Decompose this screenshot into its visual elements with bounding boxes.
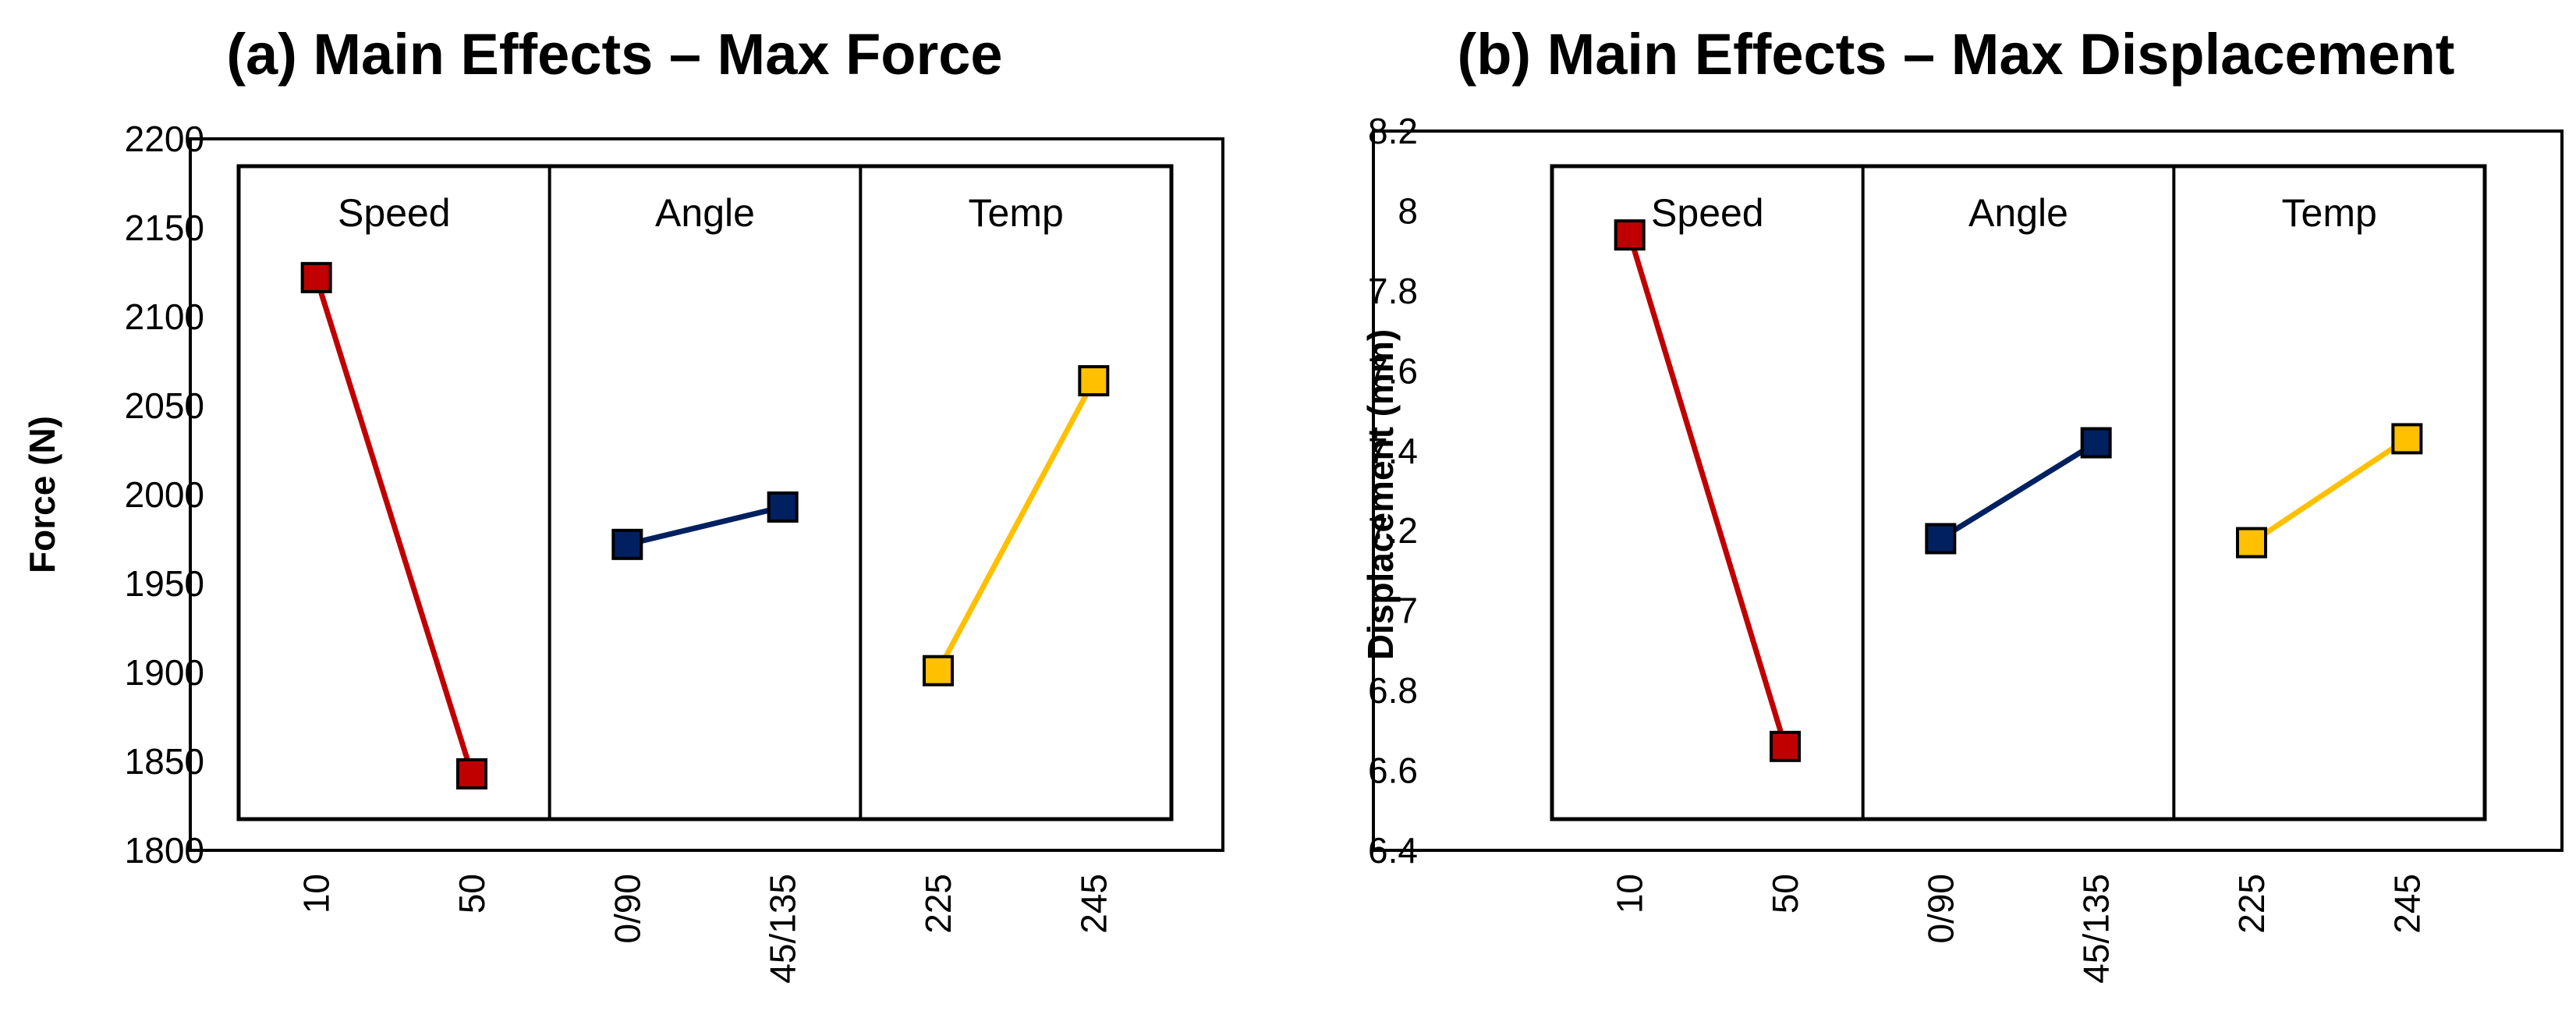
series-line-angle [1939, 440, 2098, 541]
y-axis-title: Force (N) [22, 416, 62, 573]
chart-max-displacement: (b) Main Effects – Max Displacement Displ… [1360, 22, 2564, 984]
y-tick-label: 1950 [125, 563, 204, 604]
x-tick-label: 50 [1765, 874, 1805, 914]
y-tick-label: 7.2 [1368, 510, 1418, 551]
data-point-angle-45-135 [2080, 427, 2112, 459]
y-tick-label: 6.8 [1368, 670, 1418, 711]
data-point-speed-50 [456, 757, 487, 789]
data-point-angle-45-135 [767, 491, 799, 523]
data-point-temp-245 [1078, 365, 1110, 397]
data-point-angle-0-90 [1925, 523, 1957, 555]
data-point-temp-225 [2236, 527, 2267, 559]
x-tick-label: 0/90 [607, 874, 647, 944]
y-tick-label: 2150 [125, 208, 204, 248]
y-tick-label: 2000 [125, 474, 204, 515]
y-tick-label: 7 [1398, 591, 1418, 631]
y-tick-label: 7.4 [1368, 431, 1418, 471]
x-tick-label: 10 [1610, 874, 1650, 914]
y-tick-label: 8.2 [1368, 111, 1418, 151]
y-tick-label: 8 [1398, 190, 1418, 231]
group-label-speed: Speed [1651, 191, 1764, 235]
y-tick-label: 2050 [125, 385, 204, 426]
y-tick-label: 2100 [125, 296, 204, 337]
series-line-speed [1627, 234, 1788, 747]
plot-area-frame [189, 137, 1224, 852]
series-line-angle [626, 504, 784, 548]
x-tick-label: 10 [296, 874, 337, 914]
y-tick-label: 7.8 [1368, 271, 1418, 311]
data-point-speed-10 [300, 261, 332, 293]
x-tick-label: 50 [452, 874, 492, 914]
y-tick-label: 1800 [125, 830, 204, 871]
group-label-speed: Speed [338, 191, 451, 235]
group-label-temp: Temp [2282, 191, 2377, 235]
x-tick-label: 245 [1073, 874, 1114, 934]
panel-frame [1550, 164, 2487, 821]
x-tick-label: 225 [2231, 874, 2272, 934]
y-tick-label: 6.4 [1368, 830, 1418, 871]
chart-title: (b) Main Effects – Max Displacement [1458, 22, 2455, 87]
data-point-speed-50 [1770, 730, 1801, 762]
data-point-temp-225 [923, 655, 954, 687]
chart-max-force: (a) Main Effects – Max Force Force (N) 180… [22, 22, 1224, 984]
group-label-angle: Angle [655, 191, 755, 235]
chart-title: (a) Main Effects – Max Force [226, 22, 1002, 87]
panel-frame [236, 164, 1174, 821]
y-tick-label: 6.6 [1368, 750, 1418, 791]
series-line-temp [2250, 436, 2409, 545]
group-label-temp: Temp [969, 191, 1064, 235]
x-tick-label: 45/135 [2076, 874, 2117, 984]
series-line-speed [314, 276, 475, 775]
group-label-angle: Angle [1968, 191, 2068, 235]
x-tick-label: 0/90 [1920, 874, 1961, 944]
series-line-temp [935, 379, 1097, 672]
y-tick-label: 2200 [125, 119, 204, 159]
y-tick-label: 7.6 [1368, 350, 1418, 391]
plot-area-frame [1372, 130, 2564, 852]
data-point-angle-0-90 [611, 528, 643, 560]
x-tick-label: 45/135 [763, 874, 803, 984]
data-point-speed-10 [1614, 219, 1646, 251]
x-tick-label: 245 [2386, 874, 2427, 934]
y-tick-label: 1900 [125, 652, 204, 693]
x-tick-label: 225 [918, 874, 958, 934]
data-point-temp-245 [2391, 423, 2423, 455]
y-tick-label: 1850 [125, 741, 204, 782]
y-axis-title: Displacement (mm) [1360, 329, 1401, 660]
